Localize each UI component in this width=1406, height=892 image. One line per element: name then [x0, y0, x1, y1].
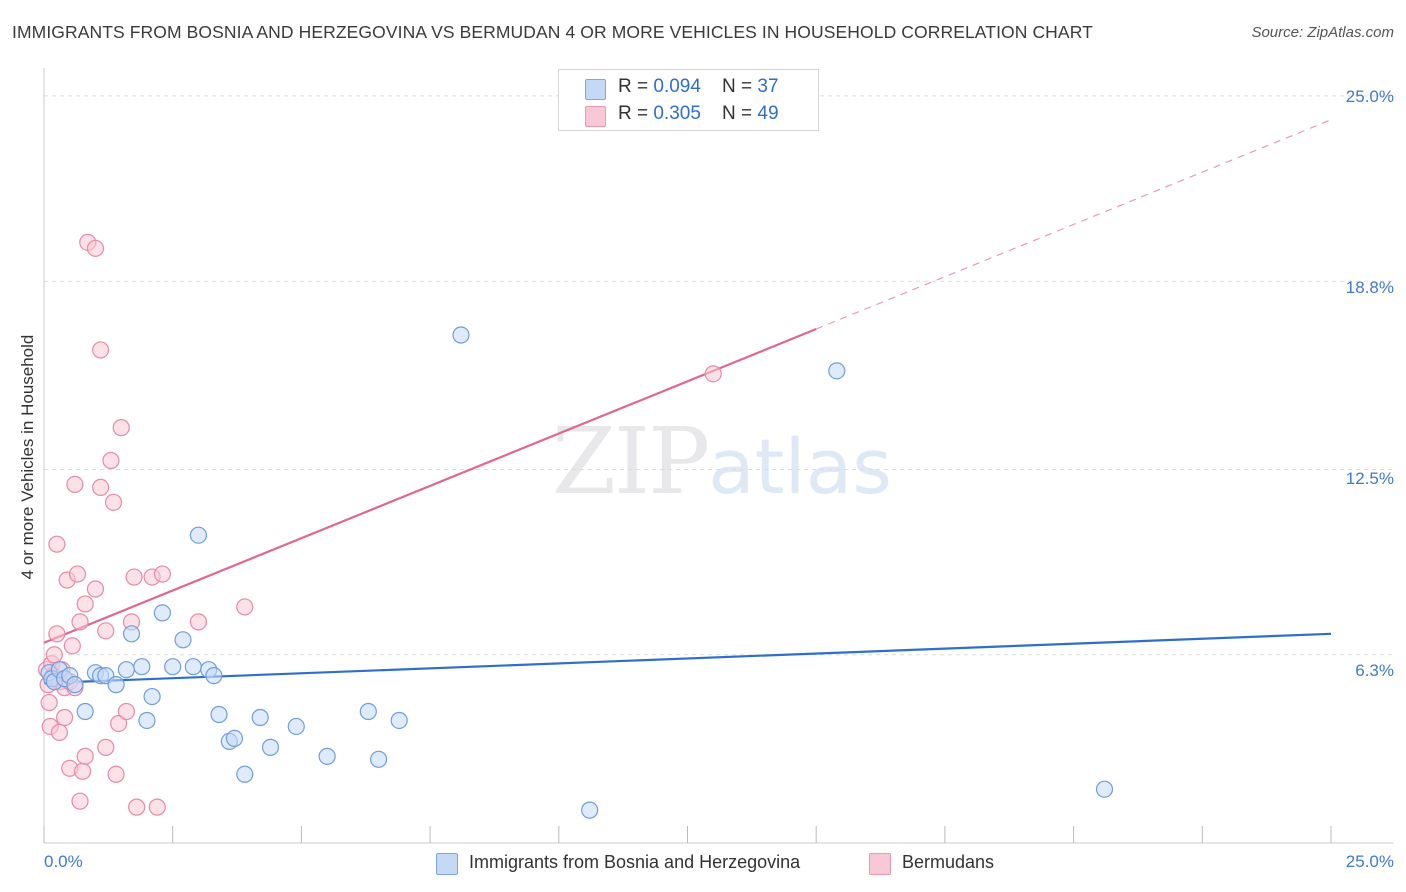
bermudan-point [48, 535, 66, 553]
bermudan-trend-extension [815, 119, 1332, 330]
bermudan-point [86, 580, 105, 598]
bermudan-point [236, 598, 254, 616]
bermudan-point [71, 613, 89, 631]
bosnia-point [1095, 780, 1114, 798]
bosnia-point [117, 661, 135, 679]
bosnia-point [251, 708, 269, 727]
bermudan-point [125, 568, 143, 586]
bermudan-point [97, 622, 115, 640]
legend-r-value: 0.094 [653, 76, 701, 97]
y-tick-label-6-3: 6.3% [1355, 661, 1394, 680]
bermudan-point [92, 341, 110, 359]
bosnia-point [122, 625, 141, 643]
bosnia-point [261, 738, 280, 756]
bermudan-point [117, 702, 135, 721]
bosnia-point [164, 658, 182, 676]
bermudan-point [45, 646, 63, 664]
bosnia-point [66, 676, 84, 694]
bermudan-point [48, 625, 66, 643]
bermudan-point [76, 747, 94, 765]
bermudan-point [68, 565, 87, 583]
legend-n-value: 37 [757, 76, 779, 97]
legend-r-value: 0.305 [653, 103, 701, 124]
y-tick-label-25: 25.0% [1345, 87, 1394, 106]
bosnia-point [153, 604, 172, 622]
bermudan-point [76, 595, 94, 613]
bermudan-point [63, 637, 81, 655]
watermark-atlas: atlas [708, 422, 892, 511]
bosnia-point [205, 667, 223, 685]
y-tick-label-18-8: 18.8% [1345, 278, 1394, 297]
bermudan-point [112, 419, 130, 437]
bermudan-point [704, 365, 722, 383]
bermudan-point [128, 798, 146, 816]
source-credit: Source: ZipAtlas.com [1251, 24, 1394, 41]
bosnia-point [138, 711, 156, 730]
y-axis-label: 4 or more Vehicles in Household [18, 334, 37, 580]
bosnia-point [107, 676, 125, 694]
bosnia-point [133, 658, 151, 676]
axes [43, 68, 1394, 844]
legend-swatch-pink [869, 853, 891, 875]
bosnia-point [143, 687, 161, 706]
bosnia-point [184, 658, 202, 676]
watermark: ZIPatlas [552, 408, 892, 515]
bermudan-trend-line [43, 327, 817, 644]
bosnia-point [390, 711, 408, 730]
bosnia-trend-line [43, 632, 1332, 685]
x-tick-label-min: 0.0% [44, 852, 83, 871]
bermudan-point [107, 765, 125, 783]
bosnia-point [189, 526, 208, 544]
bermudan-point [74, 762, 92, 780]
bosnia-point [236, 765, 254, 783]
x-tick-label-max: 25.0% [1345, 852, 1394, 871]
legend-label: Bermudans [902, 852, 995, 872]
bosnia-point [287, 717, 305, 736]
bosnia-point [452, 326, 470, 344]
y-tick-label-12-5: 12.5% [1345, 469, 1394, 488]
bermudan-point [55, 708, 74, 727]
bermudan-point [50, 723, 69, 742]
stats-legend: R = 0.094 N = 37 R = 0.305 N = 49 [558, 69, 819, 131]
legend-label: Immigrants from Bosnia and Herzegovina [469, 852, 801, 872]
bermudan-point [153, 565, 172, 583]
bosnia-point [210, 705, 228, 724]
bermudan-point [110, 714, 128, 733]
legend-swatch-blue [436, 853, 458, 875]
bermudan-point [102, 451, 120, 470]
bosnia-point [581, 801, 599, 819]
data-points [37, 233, 1114, 819]
legend-swatch-pink [585, 106, 606, 127]
bermudan-point [148, 798, 166, 816]
bosnia-point [174, 631, 192, 649]
bosnia-point [318, 747, 336, 765]
bermudan-point [104, 493, 123, 511]
bosnia-point [828, 362, 846, 380]
bermudan-point [86, 239, 105, 257]
chart-title: IMMIGRANTS FROM BOSNIA AND HERZEGOVINA V… [12, 22, 1093, 42]
bosnia-point [370, 750, 388, 768]
bermudan-point [40, 693, 58, 712]
bermudan-point [97, 738, 115, 756]
bermudan-point [189, 613, 208, 631]
bermudan-point [66, 475, 84, 494]
bosnia-point [359, 702, 377, 721]
legend-n-value: 49 [757, 103, 779, 124]
bermudan-point [92, 478, 110, 496]
bosnia-point [76, 702, 94, 721]
legend-swatch-blue [585, 79, 606, 100]
trend-lines [43, 119, 1332, 685]
bosnia-point [225, 729, 244, 748]
bermudan-point [71, 792, 89, 810]
